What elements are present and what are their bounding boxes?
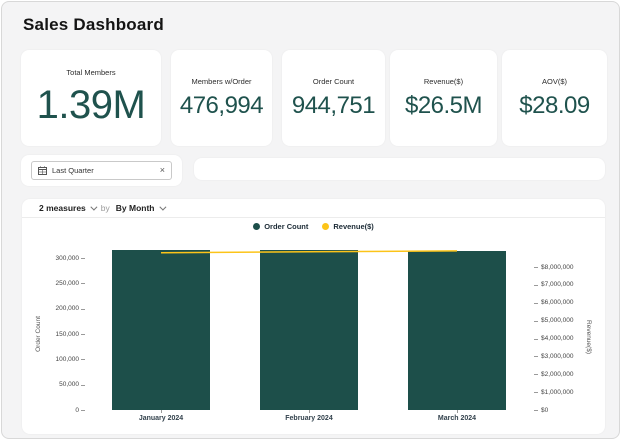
page-title: Sales Dashboard [23,15,164,34]
y-axis-right-tick-label: $5,000,000 [541,317,574,325]
kpi-card-total-members: Total Members 1.39M [21,50,161,146]
bar-january-2024[interactable] [112,249,210,410]
legend-item-order-count[interactable]: Order Count [253,222,308,231]
secondary-filter-bar[interactable] [194,158,605,180]
measures-dropdown-label: 2 measures [39,203,86,213]
y-axis-right-tick [534,356,538,358]
y-axis-right-tick [534,410,538,411]
chart-plot: 0 50,000 100,000 150,000 200,000 250,000 300,0… [22,199,605,434]
kpi-value: 1.39M [36,83,146,127]
y-axis-left-tick [81,384,85,386]
y-axis-left-tick-label: 250,000 [55,279,80,287]
kpi-label: Members w/Order [191,76,252,86]
y-axis-right-tick-label: $1,000,000 [541,388,574,396]
y-axis-left-title: Order Count [35,316,42,352]
y-axis-left-tick-label: 300,000 [55,254,80,262]
y-axis-left-tick-label: 200,000 [55,305,80,313]
y-axis-right-tick [534,374,538,376]
y-axis-left-tick [81,334,85,335]
y-axis-right-tick [534,338,538,340]
y-axis-left-tick-label: 100,000 [55,355,80,363]
y-axis-left-tick [81,283,85,285]
y-axis-left-tick [81,258,85,259]
bar-february-2024[interactable] [260,250,358,410]
bar-march-2024[interactable] [408,250,506,410]
y-axis-right-tick-label: $7,000,000 [541,281,574,289]
by-text: by [100,203,110,213]
calendar-icon [38,166,47,175]
y-axis-right-title: Revenue($) [585,320,592,354]
legend-item-revenue[interactable]: Revenue($) [322,222,374,231]
y-axis-left-tick-label: 50,000 [59,381,79,389]
chart-card: 2 measures by By Month Order Count Reven… [22,199,605,434]
y-axis-left-tick-label: 150,000 [55,330,80,338]
filter-bar: Last Quarter × [21,155,182,186]
chart-legend: Order Count Revenue($) [22,222,605,231]
kpi-card-revenue: Revenue($) $26.5M [390,50,497,146]
x-axis-label: January 2024 [138,415,184,422]
y-axis-right-tick-label: $3,000,000 [541,352,574,360]
group-by-dropdown-label: By Month [115,203,155,213]
y-axis-right-tick [534,267,538,268]
y-axis-right-tick-label: $6,000,000 [541,299,574,307]
kpi-label: AOV($) [541,76,567,86]
kpi-value: 476,994 [179,91,264,119]
x-axis-tick [457,410,458,413]
legend-label: Order Count [264,222,309,231]
legend-label: Revenue($) [333,222,374,231]
y-axis-right-tick-label: $0 [541,406,549,414]
kpi-label: Order Count [312,76,355,86]
legend-dot-revenue [322,223,330,230]
kpi-card-order-count: Order Count 944,751 [282,50,385,146]
y-axis-right-tick-label: $8,000,000 [541,263,574,271]
kpi-value: $26.5M [404,91,483,119]
y-axis-right-tick-label: $4,000,000 [541,335,574,342]
x-axis-tick [309,410,310,413]
kpi-card-aov: AOV($) $28.09 [502,50,607,146]
y-axis-right-tick [534,320,538,322]
y-axis-left-tick [81,308,85,310]
kpi-label: Revenue($) [423,76,464,86]
chart-toolbar: 2 measures by By Month [22,199,605,218]
legend-dot-order-count [253,223,261,230]
y-axis-right-tick-label: $2,000,000 [541,370,574,378]
y-axis-left-tick-label: 0 [75,406,79,414]
kpi-value: 944,751 [291,91,376,119]
kpi-value: $28.09 [519,91,590,119]
kpi-label: Total Members [66,68,116,77]
y-axis-right-tick [534,284,538,286]
x-axis-label: February 2024 [285,415,333,422]
date-filter-value: Last Quarter [52,166,94,175]
y-axis-left-tick [81,410,85,411]
y-axis-right-tick [534,302,538,304]
y-axis-right-tick [534,392,538,394]
group-by-dropdown[interactable]: By Month [115,203,166,213]
measures-dropdown[interactable]: 2 measures [39,203,98,213]
date-filter-chip[interactable]: Last Quarter × [31,161,172,180]
y-axis-left-tick [81,359,85,361]
kpi-card-members-w-order: Members w/Order 476,994 [171,50,272,146]
close-icon[interactable]: × [159,165,165,175]
x-axis-tick [161,410,162,413]
x-axis-label: March 2024 [437,415,477,422]
